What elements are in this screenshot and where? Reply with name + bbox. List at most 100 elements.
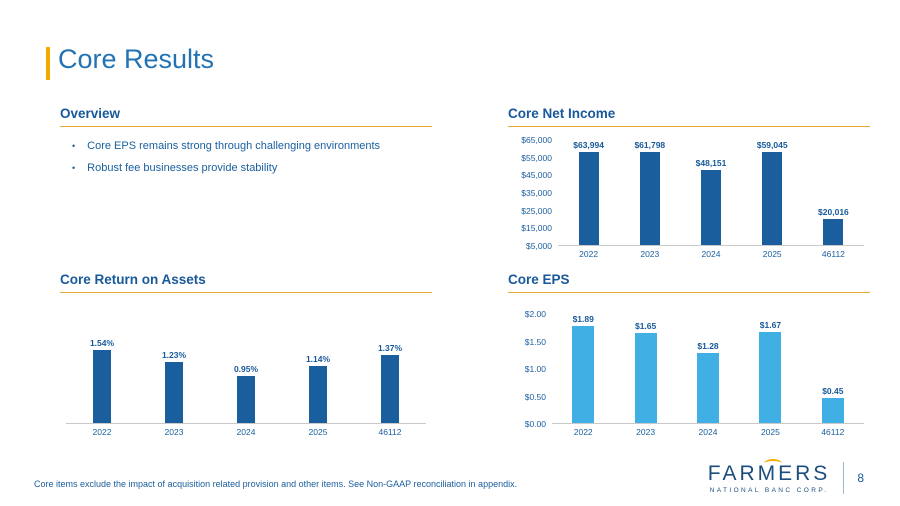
y-axis: $2.00 $1.50 $1.00 $0.50 $0.00 bbox=[508, 309, 546, 429]
farmers-logo: FARMERS NATIONAL BANC CORP. bbox=[707, 458, 831, 494]
bar-value-label: $1.67 bbox=[759, 320, 782, 330]
bullet-icon: • bbox=[72, 141, 76, 151]
bar bbox=[634, 333, 657, 423]
bar-value-label: 1.14% bbox=[305, 354, 331, 364]
core-net-income-chart: $65,000 $55,000 $45,000 $35,000 $25,000 $15,0… bbox=[508, 128, 870, 262]
bar-value-label: $1.89 bbox=[572, 314, 594, 324]
bar-column: $1.67 bbox=[739, 314, 801, 423]
page-number: 8 bbox=[857, 471, 864, 485]
bar-column: $1.89 bbox=[552, 314, 614, 423]
section-divider bbox=[508, 126, 870, 127]
bar-value-label: $20,016 bbox=[818, 206, 849, 217]
y-axis-tick-label: $25,000 bbox=[521, 205, 552, 216]
core-net-income-heading: Core Net Income bbox=[508, 106, 616, 121]
section-divider bbox=[60, 126, 432, 127]
core-eps-chart: $2.00 $1.50 $1.00 $0.50 $0.00 $1.89 $1.65 $1.2… bbox=[508, 294, 870, 440]
x-axis: 2022 2023 2024 2025 46112 bbox=[558, 249, 864, 262]
y-axis-tick-label: $35,000 bbox=[521, 187, 552, 198]
bar-column: $59,045 bbox=[742, 140, 803, 245]
y-axis-tick-label: $0.50 bbox=[524, 391, 546, 402]
bar bbox=[309, 366, 327, 423]
y-axis-tick-label: $15,000 bbox=[521, 223, 552, 234]
x-axis-category-label: 2024 bbox=[701, 249, 721, 259]
bar bbox=[697, 353, 720, 423]
page-title: Core Results bbox=[58, 44, 215, 74]
y-axis-tick-label: $1.00 bbox=[524, 364, 546, 374]
bar bbox=[762, 152, 783, 245]
bar-value-label: $59,045 bbox=[756, 140, 788, 150]
section-divider bbox=[60, 292, 432, 293]
bar-value-label: 0.95% bbox=[233, 363, 259, 374]
x-axis-category-label: 2025 bbox=[762, 249, 782, 259]
x-axis-category-label: 46112 bbox=[821, 249, 845, 259]
bar-column: 1.37% bbox=[354, 338, 426, 423]
x-axis-category-label: 46112 bbox=[821, 427, 845, 437]
bar-value-label: 1.23% bbox=[161, 349, 187, 360]
title-accent-bar bbox=[46, 47, 50, 80]
core-return-on-assets-chart: 1.54% 1.23% 0.95% 1.14% 1.37% 2022 2023 2024 20… bbox=[60, 294, 432, 440]
core-eps-heading: Core EPS bbox=[508, 272, 570, 287]
x-axis: 2022 2023 2024 2025 46112 bbox=[66, 427, 426, 440]
x-axis-category-label: 2023 bbox=[640, 249, 660, 259]
y-axis-tick-label: $0.00 bbox=[524, 419, 546, 429]
x-axis: 2022 2023 2024 2025 46112 bbox=[552, 427, 864, 440]
logo-name: FARMERS bbox=[707, 461, 831, 485]
section-divider bbox=[508, 292, 870, 293]
y-axis-tick-label: $55,000 bbox=[521, 152, 552, 163]
x-axis-category-label: 2023 bbox=[164, 427, 184, 437]
bar-column: 0.95% bbox=[210, 338, 282, 423]
overview-heading: Overview bbox=[60, 106, 121, 121]
bar-value-label: 1.54% bbox=[89, 338, 115, 348]
overview-bullet-list: • Core EPS remains strong through challe… bbox=[60, 140, 432, 175]
x-axis-category-label: 2025 bbox=[308, 427, 328, 437]
bar bbox=[93, 350, 111, 423]
bar-column: $20,016 bbox=[803, 140, 864, 245]
core-return-on-assets-heading: Core Return on Assets bbox=[60, 272, 206, 287]
bar-column: 1.14% bbox=[282, 338, 354, 423]
logo-tagline: NATIONAL BANC CORP. bbox=[709, 486, 829, 494]
x-axis-category-label: 2022 bbox=[579, 249, 599, 259]
bar-value-label: $48,151 bbox=[695, 157, 727, 168]
bar-column: $1.65 bbox=[614, 314, 676, 423]
bar bbox=[237, 375, 255, 423]
plot-area: $1.89 $1.65 $1.28 $1.67 $0.45 bbox=[552, 314, 864, 424]
bar-column: $48,151 bbox=[680, 140, 741, 245]
bar bbox=[165, 361, 183, 423]
x-axis-category-label: 46112 bbox=[378, 427, 402, 437]
bar-value-label: $1.65 bbox=[634, 321, 657, 332]
logo-arc-icon bbox=[763, 458, 782, 468]
bullet-item: • Robust fee businesses provide stabilit… bbox=[72, 162, 432, 175]
bar-value-label: $0.45 bbox=[822, 386, 844, 397]
logo-divider bbox=[843, 462, 845, 494]
bar-value-label: $61,798 bbox=[634, 140, 666, 150]
plot-area: $63,994 $61,798 $48,151 $59,045 $20,016 bbox=[558, 140, 864, 246]
bullet-icon: • bbox=[72, 163, 76, 173]
bar-value-label: 1.37% bbox=[377, 342, 403, 353]
bar bbox=[578, 152, 599, 245]
bar bbox=[759, 332, 782, 423]
bullet-item: • Core EPS remains strong through challe… bbox=[72, 140, 432, 153]
plot-area: 1.54% 1.23% 0.95% 1.14% 1.37% bbox=[66, 338, 426, 424]
y-axis-tick-label: $1.50 bbox=[524, 336, 546, 347]
bar-column: 1.23% bbox=[138, 338, 210, 423]
bar bbox=[821, 398, 844, 423]
bar-value-label: $1.28 bbox=[697, 341, 719, 352]
x-axis-category-label: 2024 bbox=[698, 427, 718, 437]
bar-value-label: $63,994 bbox=[573, 140, 604, 150]
bar bbox=[572, 326, 595, 423]
y-axis-tick-label: $2.00 bbox=[524, 309, 546, 319]
y-axis: $65,000 $55,000 $45,000 $35,000 $25,000 $15,0… bbox=[508, 135, 552, 251]
bar bbox=[639, 152, 660, 245]
x-axis-category-label: 2022 bbox=[573, 427, 593, 437]
bullet-text: Robust fee businesses provide stability bbox=[87, 162, 278, 174]
x-axis-category-label: 2023 bbox=[636, 427, 656, 437]
y-axis-tick-label: $5,000 bbox=[526, 240, 552, 251]
footer-brand: FARMERS NATIONAL BANC CORP. 8 bbox=[707, 458, 864, 494]
bullet-text: Core EPS remains strong through challeng… bbox=[87, 140, 381, 152]
bar bbox=[823, 218, 844, 245]
core-net-income-section: Core Net Income $65,000 $55,000 $45,000 $35… bbox=[508, 106, 870, 262]
footnote: Core items exclude the impact of acquisi… bbox=[34, 479, 518, 489]
bar-column: $63,994 bbox=[558, 140, 619, 245]
bar-column: $1.28 bbox=[677, 314, 739, 423]
